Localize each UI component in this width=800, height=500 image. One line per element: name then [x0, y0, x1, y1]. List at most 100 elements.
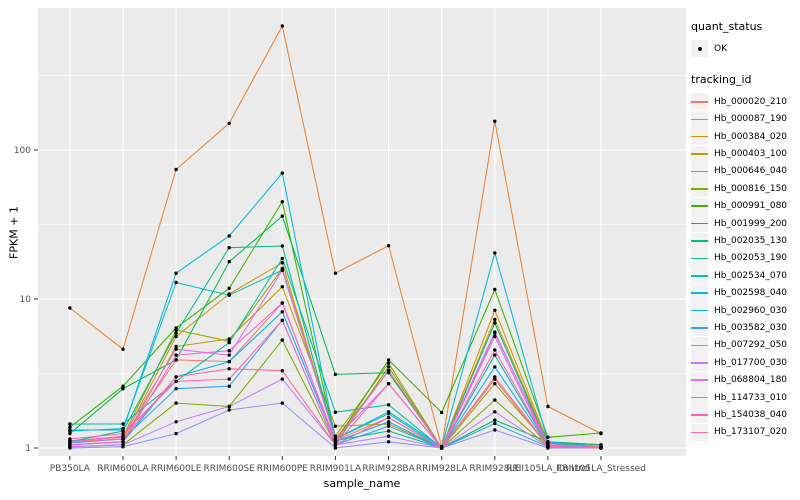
data-point: [333, 437, 338, 441]
legend-key-box: [691, 180, 708, 198]
y-tick-label: 1: [25, 444, 31, 454]
data-point: [493, 334, 497, 339]
data-point: [121, 428, 125, 432]
data-point: [333, 424, 338, 428]
data-point: [174, 347, 178, 351]
x-tick-label: RRIM600PE: [257, 464, 309, 474]
data-point: [386, 403, 391, 407]
legend-key-box: [691, 232, 708, 250]
legend-item-Hb_002053_190: Hb_002053_190: [691, 249, 799, 267]
x-axis-title: sample_name: [323, 477, 401, 490]
x-tick-label: RRIM928BA: [362, 464, 415, 474]
data-point: [68, 422, 72, 426]
data-point: [493, 410, 497, 414]
data-point: [174, 431, 178, 436]
data-point: [493, 308, 497, 312]
data-point: [121, 384, 125, 388]
legend-item-Hb_017700_030: Hb_017700_030: [691, 354, 799, 372]
data-point: [386, 369, 391, 373]
series-line-icon: [691, 240, 708, 242]
data-point: [386, 420, 391, 424]
data-point: [174, 420, 178, 424]
legend-item-label: Hb_002035_130: [714, 236, 788, 247]
data-point: [227, 286, 231, 290]
data-point: [493, 398, 497, 402]
data-point: [493, 330, 497, 334]
data-point: [280, 401, 284, 405]
series-line-icon: [691, 414, 708, 416]
x-tick-label: RRIM600LE: [151, 464, 202, 474]
data-point: [280, 244, 284, 248]
data-point: [599, 446, 603, 450]
data-point: [333, 271, 338, 275]
data-point: [174, 334, 178, 339]
data-point: [174, 271, 178, 275]
x-tick-label: RRIM928LA: [416, 464, 468, 474]
data-point: [174, 326, 178, 330]
series-line-icon: [691, 362, 708, 364]
data-point: [386, 434, 391, 438]
legend-item-Hb_000991_080: Hb_000991_080: [691, 197, 799, 215]
data-point: [227, 384, 231, 388]
legend: quant_status OK tracking_id Hb_000020_21…: [691, 20, 799, 441]
data-point: [174, 331, 178, 335]
data-point: [174, 379, 178, 384]
x-tick-label: PB350LA: [50, 464, 91, 474]
series-line-icon: [691, 309, 708, 312]
data-point: [440, 410, 444, 415]
legend-item-label: Hb_002053_190: [714, 253, 788, 264]
legend-item-label: Hb_000020_210: [714, 96, 788, 107]
data-point: [493, 428, 497, 432]
data-point: [280, 377, 284, 381]
data-point: [386, 361, 391, 365]
legend-key-box: [691, 40, 708, 57]
data-point: [227, 408, 231, 412]
legend-item-Hb_000816_150: Hb_000816_150: [691, 180, 799, 198]
data-point: [386, 440, 391, 444]
point-icon: [697, 46, 702, 51]
data-point: [68, 431, 72, 436]
data-point: [546, 445, 550, 449]
legend-tracking-id-list: Hb_000020_210 Hb_000087_190 Hb_000384_02…: [691, 93, 799, 441]
data-point: [121, 431, 125, 436]
data-point: [174, 167, 178, 172]
data-point: [174, 353, 178, 357]
legend-key-box: [691, 371, 708, 389]
data-point: [333, 434, 338, 438]
legend-item-Hb_001999_200: Hb_001999_200: [691, 215, 799, 233]
legend-item-label: Hb_000991_080: [714, 201, 788, 212]
legend-item-label: Hb_002960_030: [714, 305, 788, 316]
data-point: [386, 358, 391, 362]
data-point: [386, 244, 391, 248]
data-point: [386, 365, 391, 369]
legend-item-label: Hb_114733_010: [714, 392, 788, 403]
data-point: [68, 440, 72, 444]
legend-item-label: Hb_002598_040: [714, 288, 788, 299]
data-point: [121, 437, 125, 441]
data-point: [280, 310, 284, 314]
legend-item-Hb_002598_040: Hb_002598_040: [691, 284, 799, 302]
data-point: [227, 246, 231, 250]
data-point: [174, 387, 178, 391]
series-line-icon: [691, 135, 708, 138]
data-point: [121, 387, 125, 391]
data-point: [121, 422, 125, 426]
x-tick-label: RRIM600LA: [97, 464, 149, 474]
series-line-icon: [691, 188, 708, 190]
legend-item-Hb_154038_040: Hb_154038_040: [691, 406, 799, 424]
data-point: [174, 344, 178, 349]
data-point: [227, 377, 231, 381]
series-line-icon: [691, 153, 708, 155]
legend-item-Hb_000087_190: Hb_000087_190: [691, 110, 799, 128]
data-point: [546, 404, 550, 409]
data-point: [280, 171, 284, 175]
series-line-icon: [691, 431, 708, 434]
data-point: [546, 440, 550, 444]
data-point: [333, 372, 338, 377]
data-point: [280, 261, 284, 265]
legend-key-box: [691, 197, 708, 215]
data-point: [174, 358, 178, 362]
data-point: [493, 365, 497, 369]
legend-item-label: Hb_003582_030: [714, 322, 788, 333]
